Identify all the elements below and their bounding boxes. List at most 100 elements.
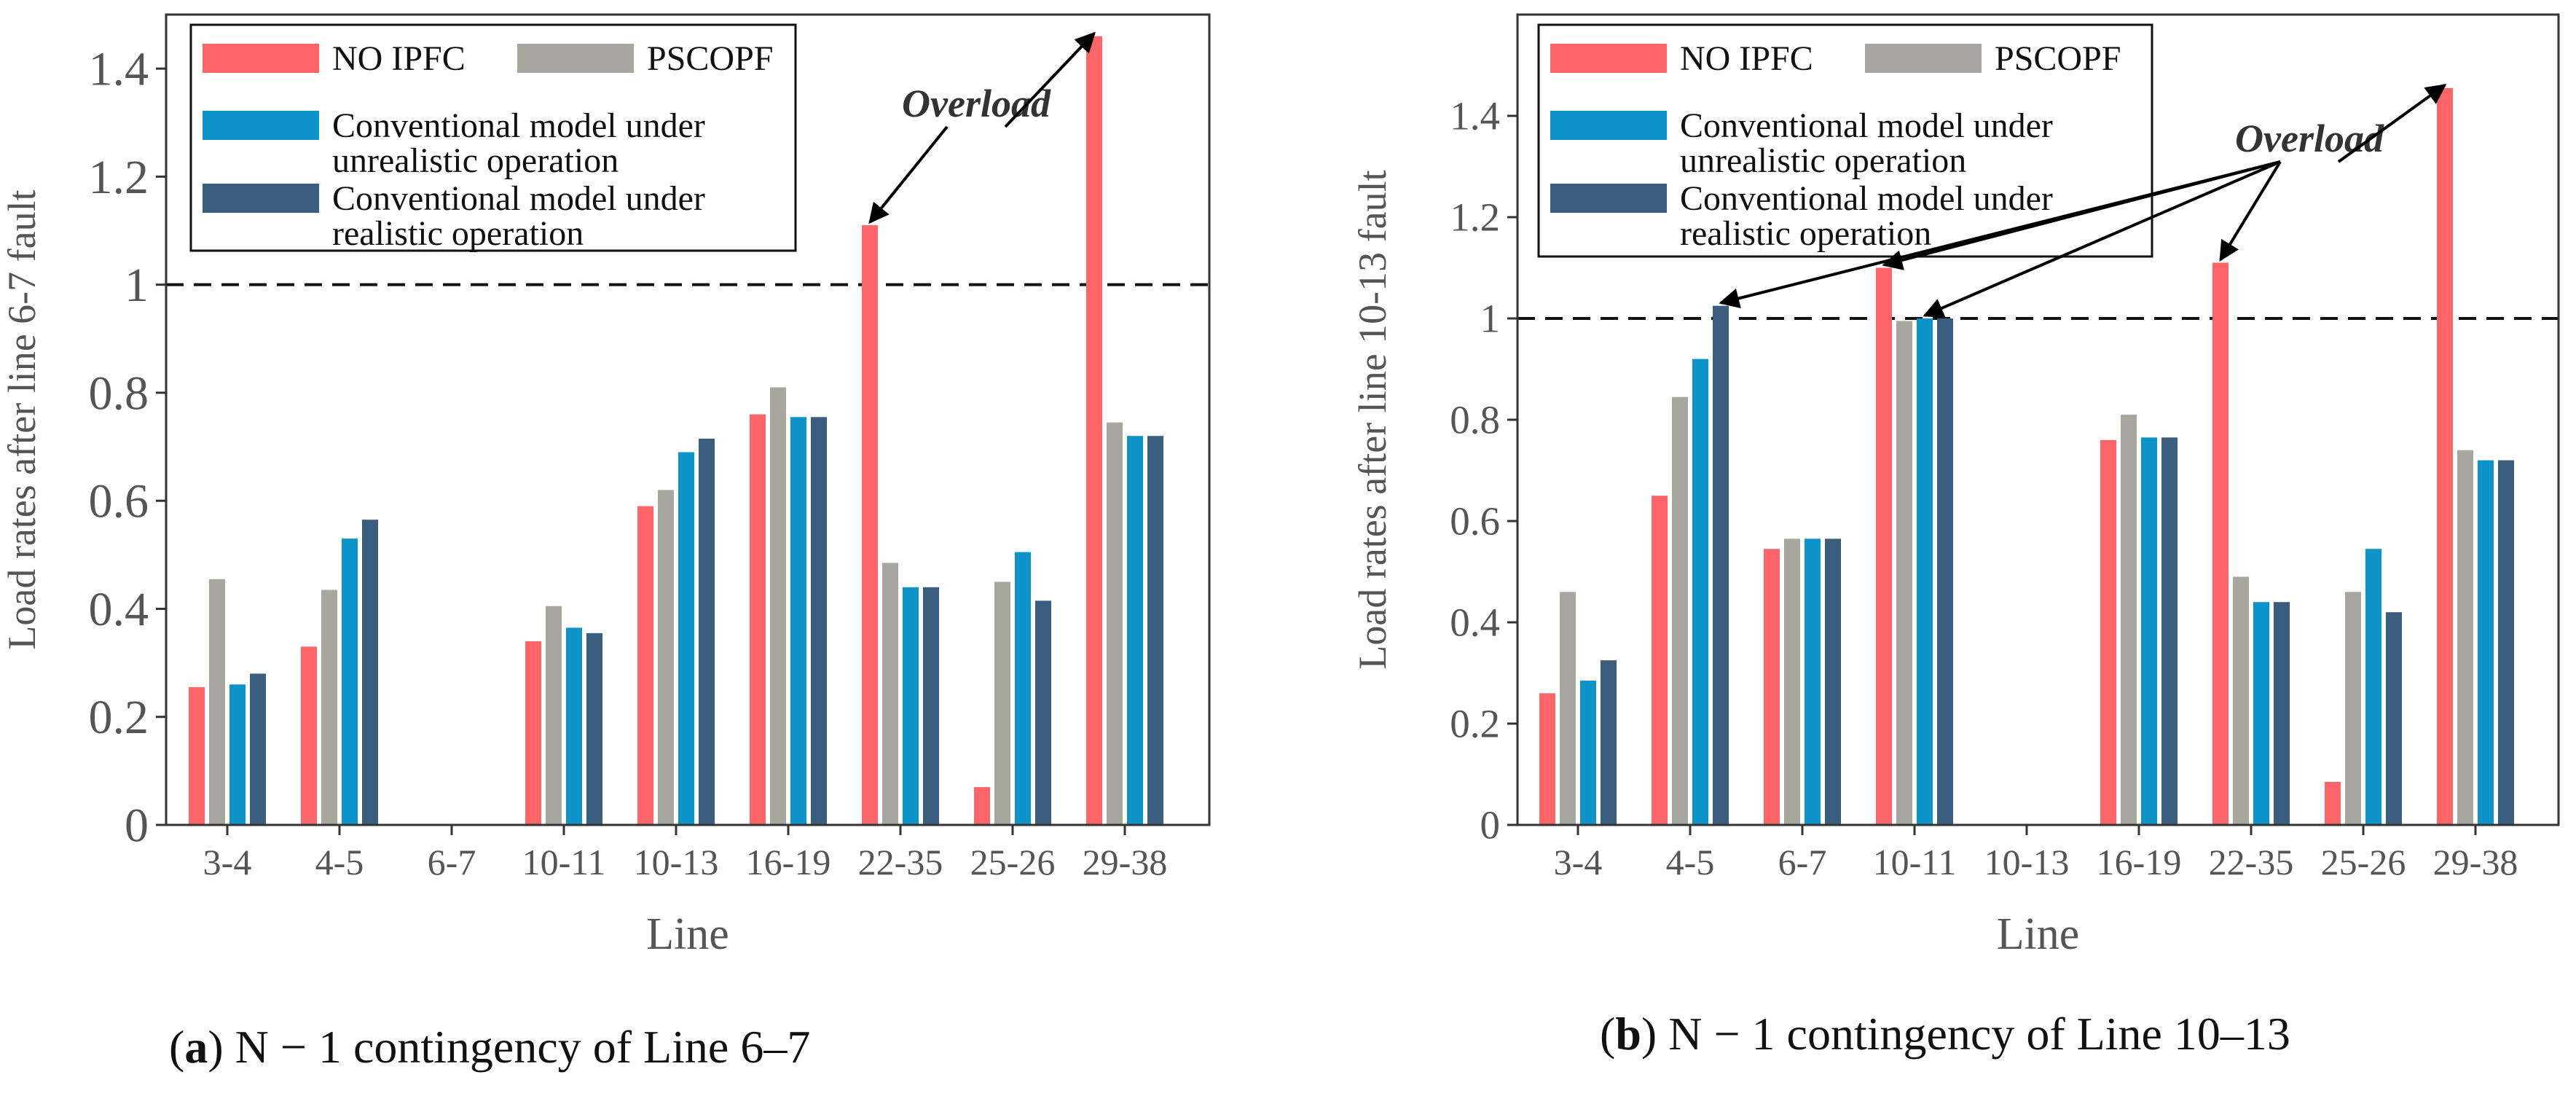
bar-22-35-s1 xyxy=(2233,576,2249,825)
bar-10-11-s2 xyxy=(566,627,582,825)
bar-3-4-s3 xyxy=(1601,660,1617,825)
x-tick-label: 16-19 xyxy=(746,842,831,882)
bar-16-19-s3 xyxy=(2161,437,2178,825)
caption-b-letter-wrap: (b) xyxy=(1600,1008,1657,1060)
legend-label-1: PSCOPF xyxy=(647,39,773,78)
caption-b-text: N − 1 contingency of Line 10–13 xyxy=(1657,1008,2290,1060)
x-axis-title: Line xyxy=(646,909,729,959)
y-tick-label: 1.4 xyxy=(89,43,149,96)
caption-a: (a) N − 1 contingency of Line 6–7 xyxy=(169,1020,810,1074)
x-axis-title: Line xyxy=(1997,909,2080,959)
overload-arrow xyxy=(2219,160,2282,262)
bar-25-26-s1 xyxy=(994,582,1010,825)
x-tick-label: 10-13 xyxy=(634,842,719,882)
x-tick-label: 29-38 xyxy=(2433,842,2518,882)
bar-22-35-s2 xyxy=(2253,602,2269,825)
bar-10-11-s1 xyxy=(1896,321,1912,826)
caption-b-letter: b xyxy=(1615,1008,1641,1060)
legend-label-3: Conventional model under xyxy=(1680,179,2053,218)
bar-29-38-s0 xyxy=(1086,36,1102,826)
caption-a-letter-wrap: (a) xyxy=(169,1021,224,1073)
bar-6-7-s1 xyxy=(1784,539,1800,825)
x-tick-label: 29-38 xyxy=(1083,842,1168,882)
legend-label-3: realistic operation xyxy=(1680,214,1931,253)
y-tick-label: 0.6 xyxy=(89,475,149,528)
bar-25-26-s3 xyxy=(2386,612,2402,825)
x-tick-label: 22-35 xyxy=(858,842,943,882)
bar-10-11-s0 xyxy=(1876,267,1892,825)
legend-swatch-3 xyxy=(203,184,319,213)
x-tick-label: 6-7 xyxy=(1778,842,1827,882)
bar-3-4-s1 xyxy=(209,579,225,825)
x-tick-label: 3-4 xyxy=(1554,842,1603,882)
bar-4-5-s2 xyxy=(1692,359,1708,826)
x-tick-label: 6-7 xyxy=(428,842,476,882)
y-tick-label: 0.8 xyxy=(89,367,149,420)
bar-4-5-s0 xyxy=(301,646,317,825)
bar-10-11-s1 xyxy=(546,606,562,825)
x-tick-label: 3-4 xyxy=(203,842,252,882)
x-tick-label: 25-26 xyxy=(2321,842,2406,882)
legend-swatch-3 xyxy=(1550,184,1667,213)
bar-29-38-s1 xyxy=(2457,450,2473,825)
y-tick-label: 1.2 xyxy=(1450,195,1500,240)
legend-swatch-0 xyxy=(203,44,319,73)
legend-label-2: unrealistic operation xyxy=(1680,141,1966,180)
y-axis-title: Load rates after line 6-7 fault xyxy=(0,189,44,649)
bar-4-5-s2 xyxy=(342,539,358,825)
bar-3-4-s3 xyxy=(250,673,266,825)
bar-16-19-s2 xyxy=(2141,437,2157,825)
y-axis-title: Load rates after line 10-13 fault xyxy=(1351,170,1394,669)
x-tick-label: 4-5 xyxy=(315,842,364,882)
y-tick-label: 0.2 xyxy=(89,691,149,744)
bar-10-11-s3 xyxy=(586,633,602,825)
bar-4-5-s0 xyxy=(1652,496,1668,825)
y-tick-label: 0.6 xyxy=(1450,499,1500,544)
legend-label-0: NO IPFC xyxy=(1680,39,1813,78)
legend-label-3: realistic operation xyxy=(332,214,584,253)
legend-label-1: PSCOPF xyxy=(1995,39,2121,78)
bar-3-4-s2 xyxy=(229,684,246,825)
y-tick-label: 1.2 xyxy=(89,151,149,204)
legend-label-2: Conventional model under xyxy=(1680,106,2053,145)
overload-arrow xyxy=(868,125,949,224)
legend-label-3: Conventional model under xyxy=(332,179,705,218)
bar-16-19-s0 xyxy=(750,414,766,825)
bar-6-7-s2 xyxy=(1805,539,1821,825)
y-tick-label: 0.8 xyxy=(1450,398,1500,442)
legend-swatch-0 xyxy=(1550,44,1667,73)
bar-10-11-s0 xyxy=(525,641,541,825)
overload-label: Overload xyxy=(2235,117,2384,160)
overload-arrow xyxy=(1004,31,1096,128)
chart-a: 0 0.2 0.4 0.6 0.8 1 1.2 1.4 3-4 4-5 6-7 10-11 10-13 1… xyxy=(0,13,1211,959)
bar-25-26-s0 xyxy=(974,787,990,825)
plot-frame xyxy=(165,13,1211,826)
bar-3-4-s0 xyxy=(189,686,205,825)
x-tick-label: 10-11 xyxy=(522,842,606,882)
overload-arrow xyxy=(1882,160,2281,270)
bar-10-11-s2 xyxy=(1917,318,1933,825)
bar-25-26-s1 xyxy=(2345,592,2361,825)
overload-arrow xyxy=(2337,84,2447,163)
legend-label-2: unrealistic operation xyxy=(332,141,619,180)
bar-29-38-s3 xyxy=(1147,436,1163,825)
y-tick-label: 0.4 xyxy=(89,583,149,636)
chart-b: 0 0.2 0.4 0.6 0.8 1 1.2 1.4 3-4 4-5 6-7 10-11 10-13 1… xyxy=(1351,13,2560,959)
bar-3-4-s2 xyxy=(1580,680,1596,825)
bar-22-35-s3 xyxy=(2274,602,2290,825)
bar-22-35-s2 xyxy=(903,587,919,825)
bar-29-38-s3 xyxy=(2498,460,2514,825)
bar-4-5-s1 xyxy=(321,590,337,825)
x-tick-label: 16-19 xyxy=(2097,842,2182,882)
bar-25-26-s2 xyxy=(1015,552,1031,825)
overload-arrow xyxy=(1923,160,2281,318)
bar-22-35-s0 xyxy=(2212,262,2229,825)
bar-10-13-s0 xyxy=(637,506,653,825)
bar-4-5-s3 xyxy=(362,520,378,825)
bar-3-4-s0 xyxy=(1539,693,1555,825)
bar-29-38-s1 xyxy=(1107,422,1123,825)
y-tick-label: 0 xyxy=(125,799,149,852)
x-tick-label: 10-11 xyxy=(1873,842,1957,882)
x-tick-label: 25-26 xyxy=(970,842,1056,882)
